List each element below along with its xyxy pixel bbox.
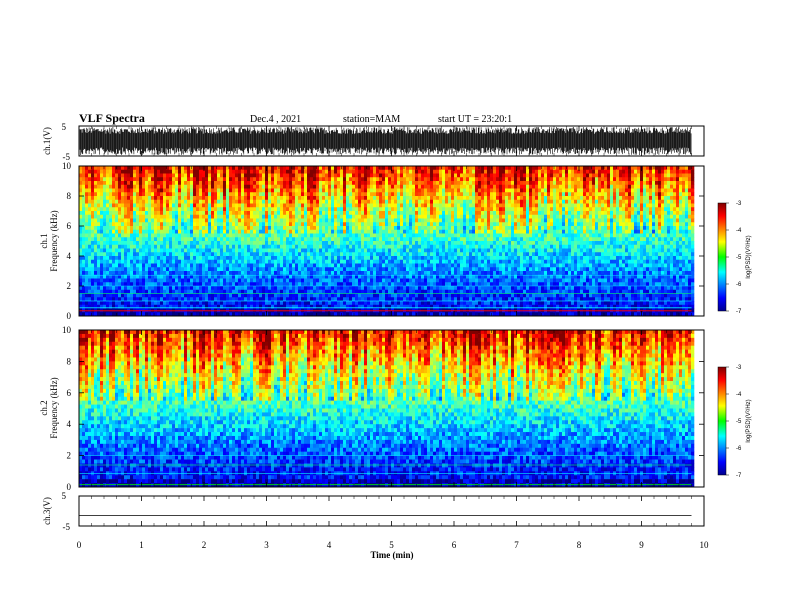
time-tick-0: 0 [77,540,82,550]
ch2-colorbar-label: log(PSD)(V²/Hz) [746,399,752,442]
ch2-colorbar-tick-1: -4 [736,392,742,398]
ch1-spec-ytick-0: 0 [67,311,72,321]
ch1-spectrogram-image [79,166,704,317]
ch1-colorbar-label: log(PSD)(V²/Hz) [746,235,752,278]
time-tick-8: 8 [577,540,582,550]
ch1-colorbar-tick-4: -7 [736,309,742,315]
station-label: station=MAM [343,114,400,125]
ch3-ytick-top: 5 [62,491,67,501]
time-tick-5: 5 [389,540,394,550]
ch2-spec-ytick-0: 0 [67,482,72,492]
time-tick-10: 10 [700,540,710,550]
ch1-spec-ytick-2: 4 [67,251,72,261]
ch2-colorbar-tick-4: -7 [736,473,742,479]
ch1-ytick-top: 5 [62,122,67,132]
ch1-spectrogram-ylabel: ch.1 [39,233,49,248]
ch3-waveform-ylabel: ch.3(V) [42,497,52,525]
time-tick-3: 3 [264,540,269,550]
time-tick-9: 9 [639,540,644,550]
ch2-spec-ytick-4: 8 [67,356,72,366]
ch1-spec-ytick-3: 6 [67,221,72,231]
ch1-frequency-ylabel: Frequency (kHz) [49,210,59,271]
ch2-spectrogram-image [79,330,704,488]
ch2-frequency-ylabel: Frequency (kHz) [49,377,59,438]
ch2-spec-ytick-2: 4 [67,419,72,429]
time-axis-label: Time (min) [370,550,413,560]
start-time-label: start UT = 23:20:1 [438,114,512,125]
ch1-spec-ytick-1: 2 [67,281,72,291]
time-tick-1: 1 [139,540,144,550]
time-tick-4: 4 [327,540,332,550]
ch2-spectrogram-ylabel: ch.2 [39,400,49,415]
ch1-waveform-ylabel: ch.1(V) [42,127,52,155]
ch2-spec-ytick-5: 10 [62,325,72,335]
time-tick-2: 2 [202,540,207,550]
ch2-colorbar-tick-0: -3 [736,365,742,371]
ch1-spec-ytick-4: 8 [67,191,72,201]
time-tick-7: 7 [514,540,519,550]
date-label: Dec.4 , 2021 [250,114,301,125]
ch3-ytick-bottom: -5 [63,522,71,532]
ch2-colorbar [717,366,727,476]
ch1-colorbar-tick-2: -5 [736,255,742,261]
ch1-colorbar [717,202,727,312]
figure-title: VLF Spectra [79,111,145,125]
ch2-colorbar-tick-2: -5 [736,419,742,425]
ch2-colorbar-tick-3: -6 [736,446,742,452]
ch1-spec-ytick-5: 10 [62,161,72,171]
ch1-colorbar-tick-3: -6 [736,282,742,288]
ch2-spec-ytick-1: 2 [67,451,72,461]
time-tick-6: 6 [452,540,457,550]
ch1-colorbar-tick-1: -4 [736,228,742,234]
time-axis: 0 1 2 3 4 5 6 7 8 9 10 [77,126,709,550]
ch2-spec-ytick-3: 6 [67,388,72,398]
ch1-colorbar-tick-0: -3 [736,201,742,207]
ch1-ytick-bottom: -5 [63,152,71,162]
ch1-waveform-trace [79,127,692,155]
